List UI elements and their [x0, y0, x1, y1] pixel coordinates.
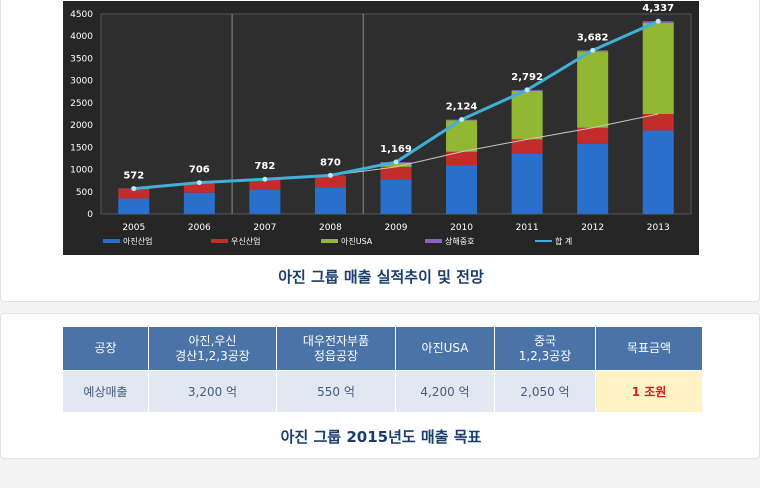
- x-tick-label: 2011: [516, 223, 539, 233]
- bar-segment: [577, 51, 609, 128]
- bar-segment: [642, 114, 674, 131]
- sales-chart: 0 500 1000 1500 2000 2500 3000 3500 4000 4500 572…: [63, 1, 699, 255]
- y-tick-label: 4000: [70, 32, 93, 42]
- data-label: 1,169: [380, 144, 412, 155]
- bar-segment: [314, 175, 346, 188]
- target-table-panel: 공장 아진,우신 경산1,2,3공장 대우전자부품 정읍공장 아진USA 중국 1,2…: [0, 313, 760, 459]
- chart-panel: 0 500 1000 1500 2000 2500 3000 3500 4000 4500 572…: [0, 0, 760, 302]
- bar-segment: [446, 165, 478, 214]
- x-tick-label: 2006: [188, 223, 211, 233]
- total-point: [459, 117, 465, 123]
- bar-segment: [118, 188, 150, 199]
- bar-segment: [183, 182, 215, 193]
- x-tick-label: 2013: [647, 223, 670, 233]
- total-point: [327, 172, 333, 178]
- bar-segment: [249, 179, 281, 190]
- total-point: [196, 180, 202, 186]
- y-tick-label: 4500: [70, 10, 93, 20]
- data-label: 706: [189, 165, 210, 176]
- cell-ajin-wooshin: 3,200 억: [148, 370, 277, 412]
- header-daewoo: 대우전자부품 정읍공장: [276, 327, 396, 371]
- row-label: 예상매출: [63, 370, 149, 412]
- y-tick-label: 3500: [70, 54, 93, 64]
- data-label: 782: [254, 161, 275, 172]
- cell-target: 1 조원: [595, 370, 702, 412]
- legend-swatch: [211, 239, 228, 243]
- cell-daewoo: 550 억: [276, 370, 396, 412]
- total-point: [262, 176, 268, 182]
- cell-ajin-usa: 4,200 억: [395, 370, 495, 412]
- bar-segment: [314, 187, 346, 214]
- table-header-row: 공장 아진,우신 경산1,2,3공장 대우전자부품 정읍공장 아진USA 중국 1,2…: [63, 327, 702, 371]
- bar-segment: [183, 192, 215, 214]
- data-label: 572: [123, 171, 144, 182]
- y-tick-label: 3000: [70, 77, 93, 87]
- legend-label: 상해중호: [445, 236, 474, 246]
- y-tick-label: 1500: [70, 143, 93, 153]
- data-label: 2,792: [511, 72, 543, 83]
- legend-swatch: [321, 239, 338, 243]
- chart-caption: 아진 그룹 매출 실적추이 및 전망: [278, 268, 484, 286]
- bar-segment: [642, 23, 674, 114]
- bar-segment: [511, 90, 543, 140]
- x-tick-label: 2010: [450, 223, 473, 233]
- header-factory: 공장: [63, 327, 149, 371]
- x-tick-label: 2009: [385, 223, 408, 233]
- x-tick-label: 2005: [122, 223, 145, 233]
- bar-segment: [511, 154, 543, 214]
- total-point: [590, 47, 596, 53]
- bar-segment: [577, 143, 609, 214]
- y-tick-label: 2500: [70, 99, 93, 109]
- table-row: 예상매출 3,200 억 550 억 4,200 억 2,050 억 1 조원: [63, 370, 702, 412]
- sales-target-table: 공장 아진,우신 경산1,2,3공장 대우전자부품 정읍공장 아진USA 중국 1,2…: [63, 327, 702, 412]
- y-tick-label: 500: [76, 188, 93, 198]
- bar-segment: [249, 190, 281, 214]
- data-label: 2,124: [446, 102, 478, 113]
- total-point: [524, 87, 530, 93]
- legend-swatch: [103, 239, 120, 243]
- header-china: 중국 1,2,3공장: [494, 327, 596, 371]
- total-point: [393, 159, 399, 165]
- bar-segment: [118, 198, 150, 214]
- data-label: 4,337: [642, 3, 674, 14]
- cell-china: 2,050 억: [494, 370, 596, 412]
- x-tick-label: 2012: [581, 223, 604, 233]
- header-ajin-usa: 아진USA: [395, 327, 495, 371]
- bar-segment: [642, 130, 674, 214]
- bar-segment: [577, 127, 609, 144]
- x-tick-label: 2008: [319, 223, 342, 233]
- y-tick-label: 1000: [70, 166, 93, 176]
- legend-label: 합 계: [555, 236, 572, 246]
- bar-segment: [511, 139, 543, 154]
- legend-label: 우신산업: [231, 236, 260, 246]
- total-point: [131, 186, 137, 192]
- bar-segment: [446, 151, 478, 166]
- bar-segment: [380, 162, 412, 167]
- table-caption: 아진 그룹 2015년도 매출 목표: [280, 428, 482, 446]
- data-label: 3,682: [577, 32, 609, 43]
- legend-label: 아진산업: [123, 236, 152, 246]
- x-tick-label: 2007: [253, 223, 276, 233]
- legend-swatch: [425, 239, 442, 243]
- bar-segment: [380, 179, 412, 214]
- y-tick-label: 2000: [70, 121, 93, 131]
- header-target: 목표금액: [595, 327, 702, 371]
- bar-segment: [380, 166, 412, 180]
- data-label: 870: [320, 157, 341, 168]
- total-point: [655, 18, 661, 24]
- legend-label: 아진USA: [341, 236, 373, 246]
- y-tick-label: 0: [87, 210, 93, 220]
- header-ajin-wooshin: 아진,우신 경산1,2,3공장: [148, 327, 277, 371]
